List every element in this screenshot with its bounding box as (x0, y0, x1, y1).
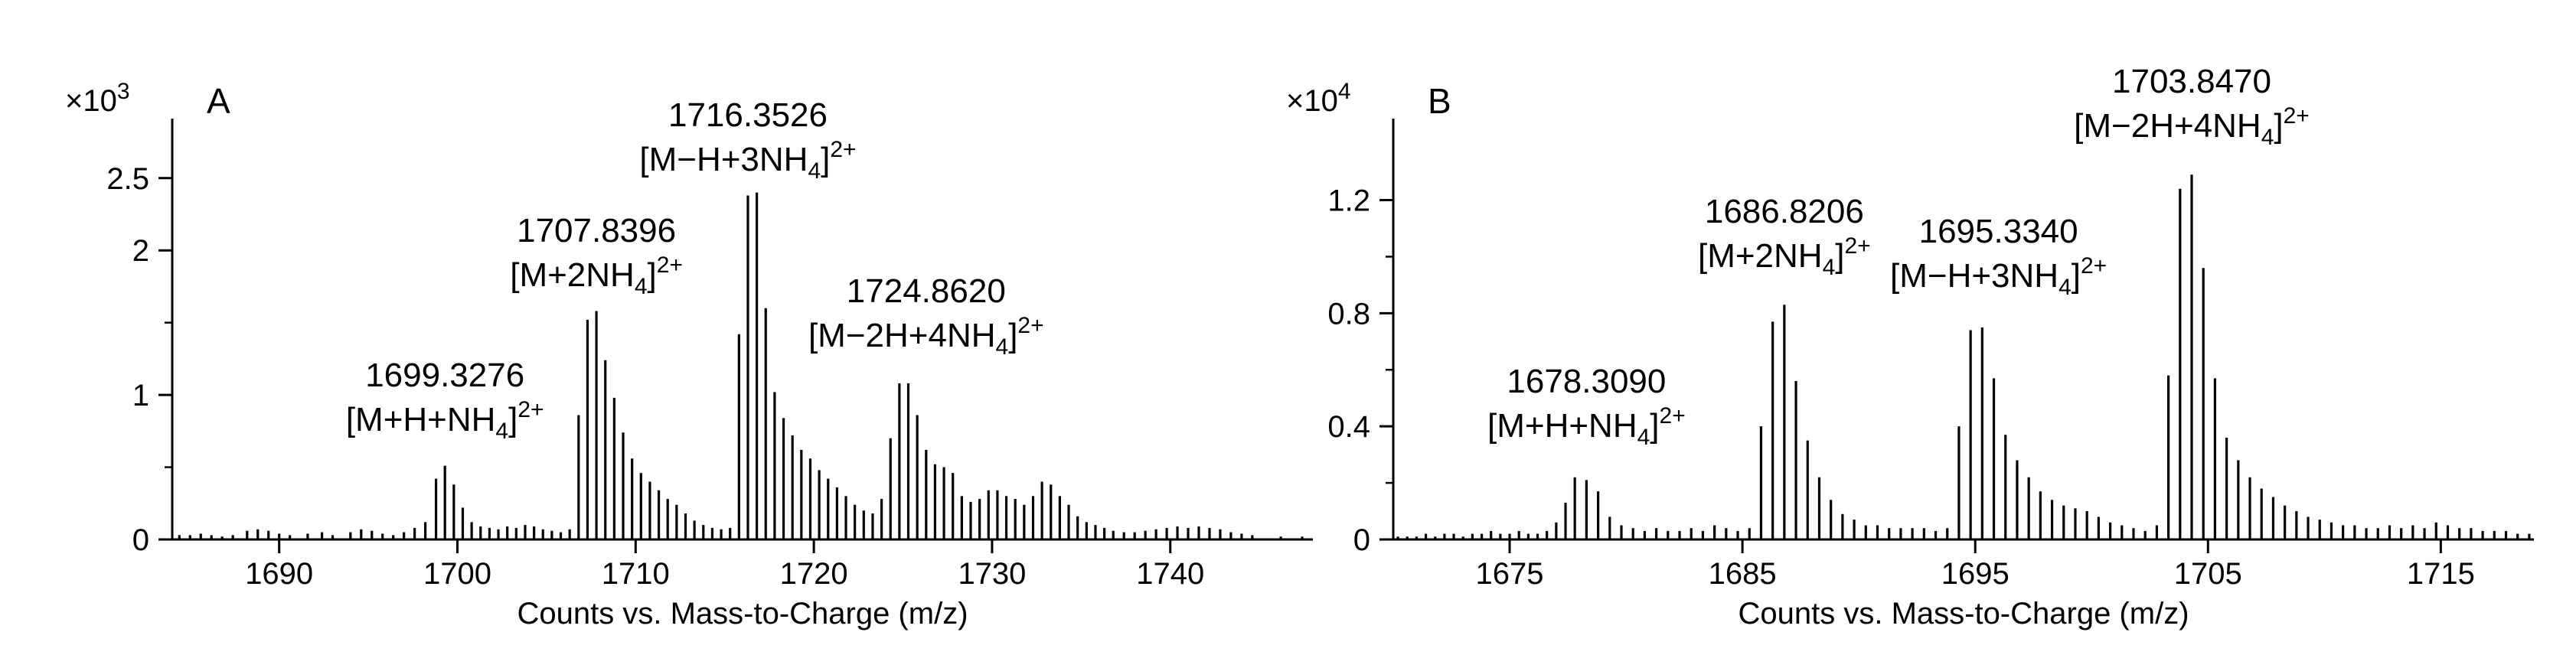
panel-label: A (207, 81, 230, 121)
panel-label: B (1428, 81, 1451, 121)
peak-ion-label: [M+H+NH4]2+ (346, 397, 544, 444)
y-tick-label: 0 (1353, 523, 1370, 557)
peak-ion-label: [M−H+3NH4]2+ (639, 137, 856, 184)
peak-mz-label: 1707.8396 (517, 212, 676, 249)
x-axis-title: Counts vs. Mass-to-Charge (m/z) (517, 597, 968, 631)
x-tick-label: 1710 (602, 557, 670, 591)
peak-mz-label: 1678.3090 (1507, 363, 1666, 400)
x-tick-label: 1705 (2174, 557, 2242, 591)
x-axis-title: Counts vs. Mass-to-Charge (m/z) (1738, 597, 2189, 631)
x-tick-label: 1715 (2407, 557, 2475, 591)
peak-annotation: 1703.8470[M−2H+4NH4]2+ (2074, 63, 2310, 150)
y-tick-label: 0.4 (1327, 410, 1370, 444)
peak-annotation: 1699.3276[M+H+NH4]2+ (346, 357, 544, 444)
peak-series (1396, 174, 2531, 539)
peak-annotation: 1678.3090[M+H+NH4]2+ (1487, 363, 1686, 450)
x-tick-label: 1720 (780, 557, 848, 591)
y-tick-label: 0 (132, 523, 149, 557)
peak-mz-label: 1703.8470 (2112, 63, 2271, 100)
x-tick-label: 1685 (1709, 557, 1777, 591)
peak-ion-label: [M+2NH4]2+ (1698, 233, 1871, 280)
peak-ion-label: [M−H+3NH4]2+ (1890, 253, 2107, 300)
y-tick-label: 2.5 (106, 162, 149, 196)
spectrum-panel-a: 1690 1700 1710 1720 1730 1740 0 1 2 2.5 ×103 A Count… (65, 79, 1313, 631)
spectrum-panel-b: 1675 1685 1695 1705 1715 0 0.4 0.8 1.2 ×104 B Count… (1286, 63, 2534, 631)
peak-mz-label: 1699.3276 (365, 357, 524, 394)
y-tick-label: 1.2 (1327, 184, 1370, 218)
peak-ion-label: [M+H+NH4]2+ (1487, 403, 1686, 450)
peak-annotation: 1716.3526[M−H+3NH4]2+ (639, 96, 856, 184)
y-tick-label: 2 (132, 234, 149, 268)
x-tick-label: 1690 (245, 557, 313, 591)
peak-ion-label: [M−2H+4NH4]2+ (2074, 103, 2310, 150)
x-tick-label: 1675 (1476, 557, 1544, 591)
x-tick-label: 1730 (958, 557, 1026, 591)
x-tick-label: 1700 (423, 557, 491, 591)
peak-mz-label: 1686.8206 (1705, 193, 1864, 230)
peak-mz-label: 1716.3526 (668, 96, 828, 134)
x-tick-label: 1740 (1136, 557, 1204, 591)
peak-series (178, 192, 1304, 539)
y-multiplier-label: ×103 (65, 79, 130, 118)
peak-ion-label: [M+2NH4]2+ (510, 253, 683, 299)
x-tick-label: 1695 (1941, 557, 2010, 591)
y-multiplier-label: ×104 (1286, 79, 1351, 118)
peak-annotation: 1686.8206[M+2NH4]2+ (1698, 193, 1871, 280)
peak-annotation: 1724.8620[M−2H+4NH4]2+ (808, 272, 1044, 360)
y-tick-label: 1 (132, 379, 149, 412)
y-tick-label: 0.8 (1327, 297, 1370, 331)
peak-ion-label: [M−2H+4NH4]2+ (808, 313, 1044, 360)
peak-annotation: 1707.8396 [M+2NH4]2+ (510, 212, 683, 299)
peak-mz-label: 1695.3340 (1919, 213, 2078, 250)
peak-annotation: 1695.3340[M−H+3NH4]2+ (1890, 213, 2107, 300)
peak-mz-label: 1724.8620 (847, 272, 1006, 310)
